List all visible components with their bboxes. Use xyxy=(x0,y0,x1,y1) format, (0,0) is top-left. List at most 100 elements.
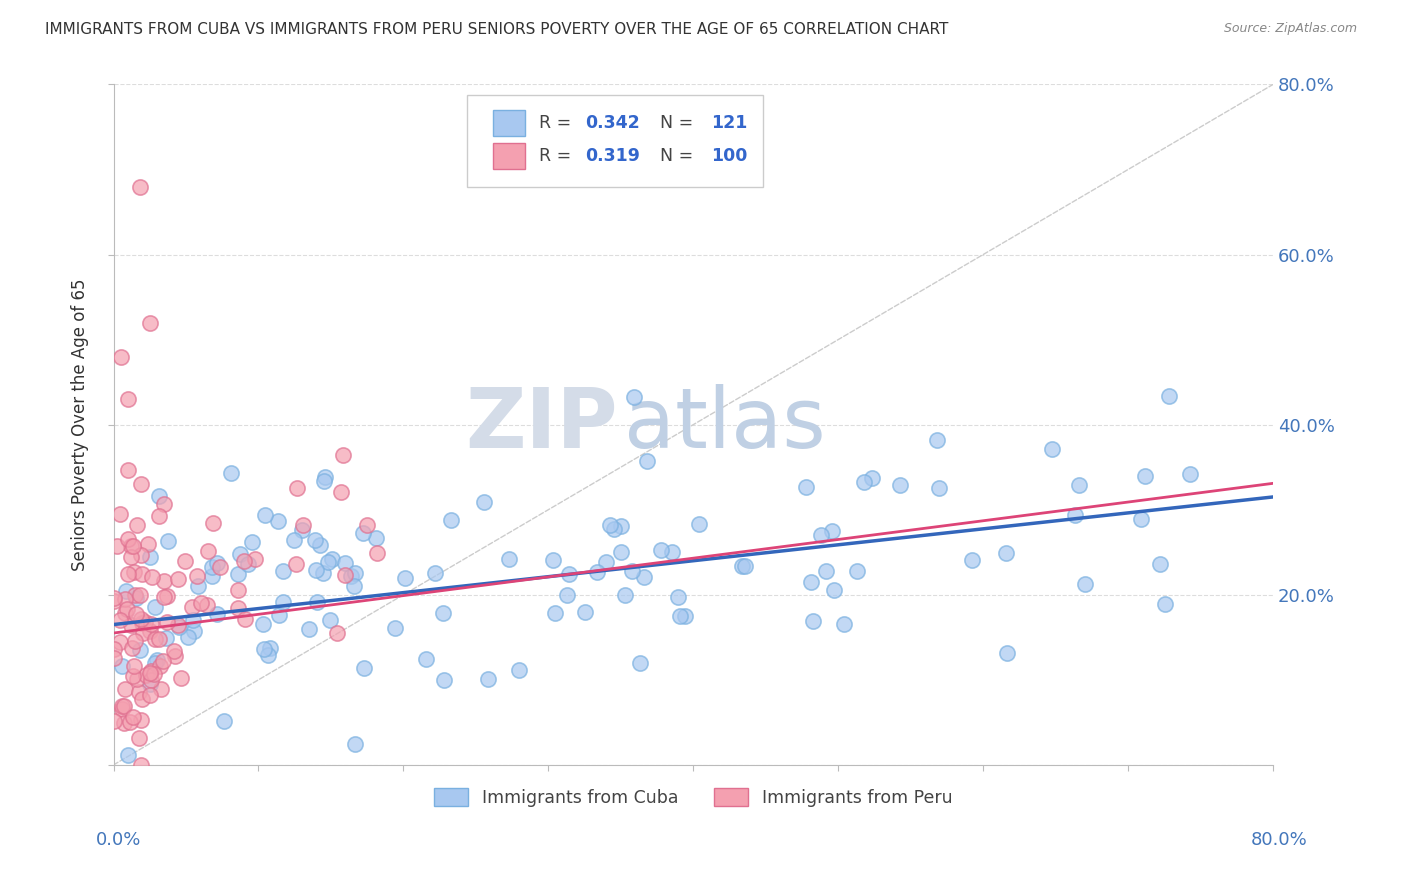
Point xyxy=(212,714,235,728)
Point xyxy=(128,731,150,745)
Point xyxy=(1157,389,1180,403)
Point xyxy=(129,548,152,562)
Point xyxy=(103,591,125,606)
Point xyxy=(621,564,644,578)
Point xyxy=(156,615,179,629)
Point xyxy=(103,641,125,656)
Point xyxy=(259,641,281,656)
Point xyxy=(167,573,190,587)
Point xyxy=(477,672,499,686)
Point xyxy=(994,546,1017,560)
Text: 100: 100 xyxy=(710,147,747,165)
Point xyxy=(114,591,136,606)
Point xyxy=(122,669,145,683)
Point xyxy=(124,565,146,579)
Point xyxy=(125,591,148,606)
Point xyxy=(152,654,174,668)
Point xyxy=(120,539,142,553)
Point xyxy=(121,709,143,723)
Text: R =: R = xyxy=(538,114,576,132)
Point xyxy=(613,588,636,602)
Point xyxy=(139,665,162,680)
Point xyxy=(415,652,437,666)
Point xyxy=(103,594,125,608)
Point xyxy=(128,685,150,699)
Point xyxy=(228,547,250,561)
Point xyxy=(233,611,256,625)
Point xyxy=(117,747,139,762)
Point xyxy=(305,564,328,578)
Point xyxy=(558,566,581,581)
Point xyxy=(309,538,332,552)
Point xyxy=(105,539,128,553)
Point xyxy=(110,698,132,713)
Point xyxy=(267,515,290,529)
Point xyxy=(139,316,162,330)
Point xyxy=(661,545,683,559)
Text: Source: ZipAtlas.com: Source: ZipAtlas.com xyxy=(1223,22,1357,36)
Point xyxy=(108,613,131,627)
Point xyxy=(120,617,142,632)
Point xyxy=(498,552,520,566)
Point xyxy=(669,608,692,623)
Point xyxy=(312,566,335,581)
Point xyxy=(155,631,177,645)
Point xyxy=(332,448,354,462)
Y-axis label: Seniors Poverty Over the Age of 65: Seniors Poverty Over the Age of 65 xyxy=(72,278,89,571)
Point xyxy=(156,534,179,549)
Point xyxy=(321,552,343,566)
Point xyxy=(201,560,224,574)
Point xyxy=(633,570,655,584)
Point xyxy=(195,599,218,613)
Point xyxy=(734,558,756,573)
Point xyxy=(108,634,131,648)
Point xyxy=(283,533,305,548)
Point xyxy=(117,392,139,406)
Text: R =: R = xyxy=(538,147,576,165)
Point xyxy=(141,570,163,584)
FancyBboxPatch shape xyxy=(467,95,763,186)
Point xyxy=(544,606,567,620)
Point xyxy=(425,566,447,581)
Text: 80.0%: 80.0% xyxy=(1251,831,1308,849)
Point xyxy=(925,433,948,447)
Point xyxy=(1149,557,1171,571)
Point xyxy=(344,566,367,581)
Point xyxy=(131,692,153,706)
Point xyxy=(340,568,363,582)
Point xyxy=(139,549,162,564)
Point xyxy=(801,614,824,628)
Point xyxy=(610,545,633,559)
Point xyxy=(117,532,139,546)
Point xyxy=(122,659,145,673)
Point xyxy=(139,673,162,687)
Point xyxy=(124,588,146,602)
Point xyxy=(574,605,596,619)
Point xyxy=(114,606,136,620)
Point xyxy=(995,646,1018,660)
Text: 121: 121 xyxy=(710,114,747,132)
Point xyxy=(432,606,454,620)
Point xyxy=(472,494,495,508)
Point xyxy=(730,559,752,574)
Point xyxy=(128,179,150,194)
Point xyxy=(673,608,696,623)
Point xyxy=(1040,442,1063,457)
Point xyxy=(149,681,172,696)
Point xyxy=(860,471,883,485)
Point xyxy=(124,634,146,648)
Text: N =: N = xyxy=(650,147,699,165)
Point xyxy=(197,544,219,558)
Point xyxy=(666,590,689,604)
Point xyxy=(585,566,607,580)
Text: 0.319: 0.319 xyxy=(585,147,640,165)
Point xyxy=(122,539,145,553)
Point xyxy=(543,553,565,567)
Point xyxy=(128,588,150,602)
Text: ZIP: ZIP xyxy=(465,384,617,465)
Point xyxy=(117,463,139,477)
Point xyxy=(201,569,224,583)
Point xyxy=(131,625,153,640)
Point xyxy=(127,518,149,533)
Point xyxy=(394,571,416,585)
